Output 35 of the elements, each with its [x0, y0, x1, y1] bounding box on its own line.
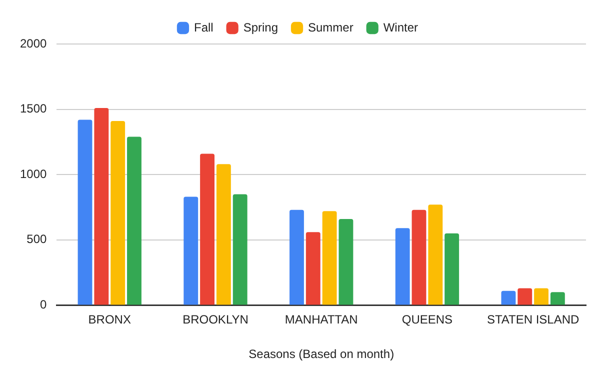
bar [200, 154, 214, 305]
bar [184, 196, 198, 305]
bar [290, 210, 304, 305]
x-tick-label: QUEENS [402, 312, 453, 327]
legend-label: Summer [308, 20, 354, 34]
x-tick-label: STATEN ISLAND [486, 312, 580, 327]
bar [395, 228, 410, 305]
x-tick-label: BROOKLYN [182, 312, 248, 327]
bar [518, 288, 532, 305]
bar [444, 233, 460, 305]
bar [232, 194, 248, 305]
bar [78, 120, 92, 305]
legend-label: Spring [243, 20, 278, 34]
legend-label: Fall [194, 20, 214, 34]
y-tick-label: 0 [40, 298, 48, 312]
bar [428, 204, 443, 305]
x-axis-title: Seasons (Based on month) [248, 347, 394, 362]
x-tick-label: MANHATTAN [284, 312, 358, 327]
y-tick-label: 2000 [20, 36, 48, 50]
bar [412, 210, 426, 305]
bar [306, 232, 320, 305]
bar [127, 136, 142, 305]
x-tick-label: BRONX [88, 312, 131, 327]
legend-label: Winter [383, 20, 418, 34]
bar [550, 292, 565, 305]
y-tick-label: 1000 [20, 166, 48, 181]
y-tick-label: 500 [26, 232, 48, 246]
bar [501, 290, 516, 305]
bar [322, 211, 337, 305]
y-tick-label: 1500 [20, 102, 48, 116]
bar [338, 219, 354, 305]
bar [534, 288, 548, 305]
bar [110, 121, 126, 305]
bar [216, 164, 231, 305]
bar [94, 108, 109, 305]
